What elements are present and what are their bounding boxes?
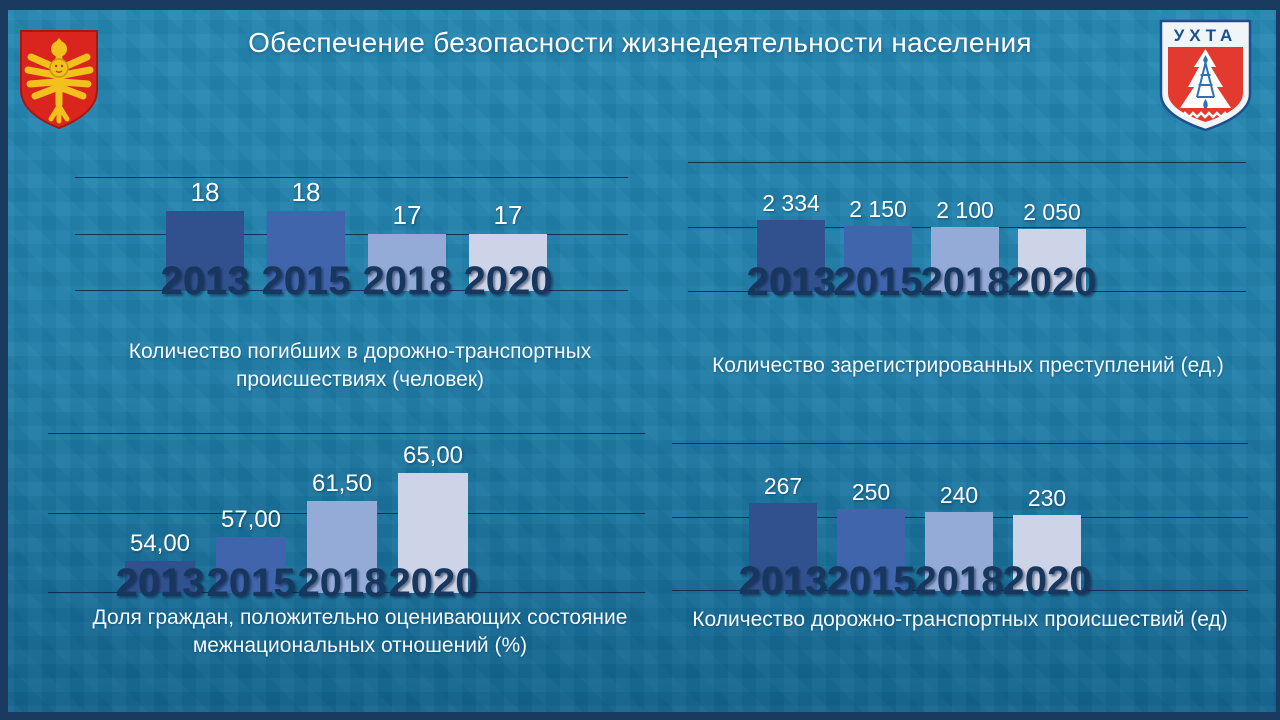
bar-group: 17 2020 — [464, 177, 553, 301]
bar-value-label: 230 — [1027, 485, 1067, 512]
bar-2013 — [749, 503, 817, 591]
bar-group: 240 2018 — [915, 443, 1004, 601]
gridline — [48, 433, 645, 434]
bar-value-label: 17 — [392, 200, 422, 230]
category-label: 2013 — [160, 259, 250, 303]
category-label: 2015 — [261, 259, 351, 303]
slide-frame-top — [0, 0, 1280, 10]
bar-2015 — [216, 537, 286, 593]
bars-area: 2 334 2013 2 150 2015 2 100 2018 2 050 2020 — [747, 162, 1097, 303]
category-label: 2015 — [206, 561, 296, 605]
chart-caption-road-accidents: Количество дорожно-транспортных происшес… — [692, 608, 1228, 631]
category-label: 2015 — [826, 559, 916, 603]
bar-group: 2 150 2015 — [834, 162, 923, 303]
bar-group: 2 050 2020 — [1008, 162, 1097, 303]
bar-group: 230 2020 — [1003, 443, 1092, 601]
category-label: 2020 — [1002, 559, 1092, 603]
category-label: 2013 — [738, 559, 828, 603]
category-label: 2020 — [463, 259, 553, 303]
page-title: Обеспечение безопасности жизнедеятельнос… — [248, 27, 1032, 58]
bar-value-label: 57,00 — [220, 506, 282, 533]
bar-group: 57,00 2015 — [207, 433, 296, 603]
bar-value-label: 250 — [851, 478, 891, 505]
bar-value-label: 18 — [190, 177, 220, 207]
bar-group: 61,50 2018 — [298, 433, 387, 603]
slide-frame-right — [1276, 0, 1280, 720]
bar-group: 65,00 2020 — [389, 433, 478, 603]
bar-value-label: 65,00 — [402, 442, 464, 469]
chart-caption-interethnic-relations: Доля граждан, положительно оценивающих с… — [92, 606, 628, 658]
bars-area: 267 2013 250 2015 240 2018 230 2020 — [739, 443, 1092, 601]
bar-group: 17 2018 — [363, 177, 452, 301]
bar-group: 2 334 2013 — [747, 162, 836, 302]
bar-value-label: 2 334 — [762, 189, 820, 216]
gridline — [688, 162, 1246, 163]
bar-group: 267 2013 — [739, 443, 828, 601]
bar-value-label: 17 — [493, 200, 523, 230]
bar-group: 54,00 2013 — [116, 433, 205, 603]
ukhta-coat-of-arms-icon: УХТА — [1159, 19, 1252, 132]
chart-registered-crimes: 2 334 2013 2 150 2015 2 100 2018 2 050 2020 — [688, 162, 1246, 303]
bar-2020 — [1018, 228, 1086, 292]
bar-2018 — [368, 234, 446, 291]
category-label: 2015 — [833, 260, 923, 304]
bar-value-label: 267 — [763, 473, 803, 500]
category-label: 2020 — [388, 561, 478, 605]
chart-road-accidents: 267 2013 250 2015 240 2018 230 2020 — [672, 443, 1248, 601]
category-label: 2018 — [920, 260, 1010, 304]
chart-road-deaths: 18 2013 18 2015 17 2018 17 2020 — [75, 177, 628, 301]
chart-caption-road-deaths: Количество погибших в дорожно-транспортн… — [128, 340, 592, 392]
category-label: 2013 — [115, 561, 205, 605]
category-label: 2013 — [746, 260, 836, 304]
bar-2020 — [1013, 515, 1081, 591]
category-label: 2020 — [1007, 260, 1097, 304]
ukhta-label: УХТА — [1174, 26, 1238, 45]
category-label: 2018 — [914, 559, 1004, 603]
slide-frame-bottom — [0, 712, 1280, 720]
bar-value-label: 240 — [939, 482, 979, 509]
bar-2020 — [398, 473, 468, 593]
bar-value-label: 2 100 — [936, 197, 994, 223]
gridline — [75, 177, 628, 178]
bar-2018 — [925, 512, 993, 591]
slide-frame-left — [0, 0, 8, 720]
gridline — [75, 290, 628, 291]
category-label: 2018 — [297, 561, 387, 605]
gridline — [672, 443, 1248, 444]
bar-group: 18 2015 — [262, 177, 351, 301]
bar-2015 — [844, 225, 912, 292]
bar-2013 — [166, 211, 244, 291]
chart-interethnic-relations: 54,00 2013 57,00 2015 61,50 2018 65,00 2020 — [48, 433, 645, 603]
komi-coat-of-arms-icon — [20, 30, 98, 130]
bar-2013 — [757, 219, 825, 292]
bar-group: 2 100 2018 — [921, 162, 1010, 302]
bar-2015 — [267, 211, 345, 291]
bar-2013 — [125, 561, 195, 593]
chart-caption-registered-crimes: Количество зарегистрированных преступлен… — [712, 354, 1224, 377]
bars-area: 18 2013 18 2015 17 2018 17 2020 — [161, 177, 553, 301]
gridline — [75, 234, 628, 235]
bar-group: 250 2015 — [827, 443, 916, 601]
bar-value-label: 2 150 — [849, 195, 907, 222]
bar-value-label: 2 050 — [1023, 198, 1081, 225]
bar-group: 18 2013 — [161, 177, 250, 301]
bar-value-label: 61,50 — [311, 470, 373, 497]
bar-value-label: 54,00 — [129, 530, 191, 557]
bars-area: 54,00 2013 57,00 2015 61,50 2018 65,00 2020 — [116, 433, 478, 603]
bar-2018 — [931, 227, 999, 292]
category-label: 2018 — [362, 259, 452, 303]
bar-2020 — [469, 234, 547, 291]
bar-2015 — [837, 508, 905, 591]
bar-value-label: 18 — [291, 177, 321, 207]
bar-2018 — [307, 501, 377, 593]
